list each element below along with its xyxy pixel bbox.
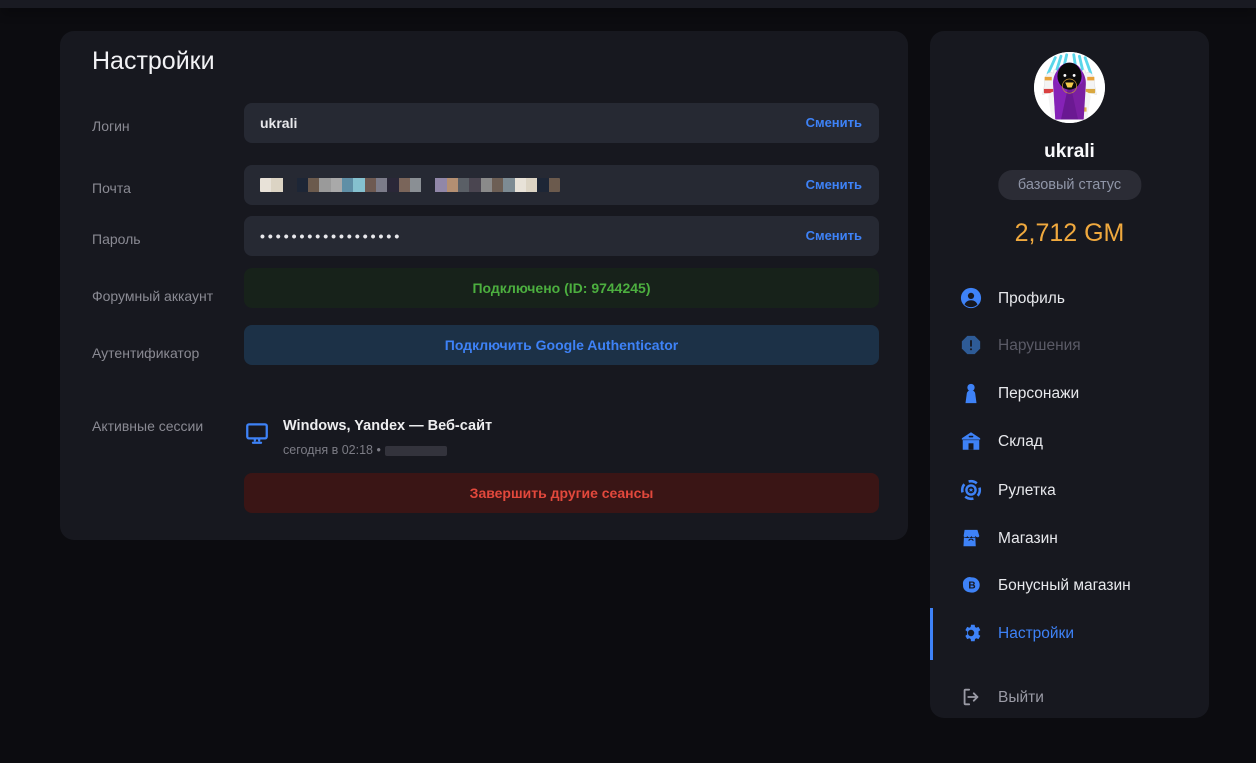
svg-text:B: B — [968, 581, 975, 592]
